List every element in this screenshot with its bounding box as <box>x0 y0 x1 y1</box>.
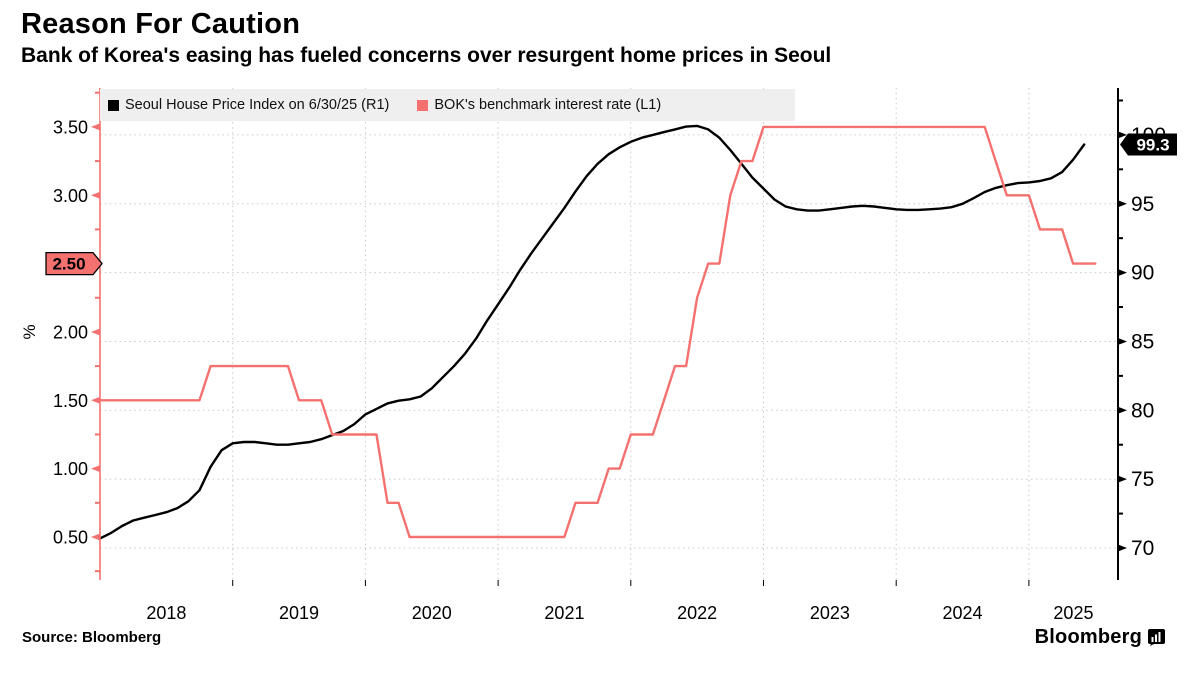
right-axis-major-tick <box>1118 131 1127 139</box>
x-axis-year-label: 2024 <box>943 603 983 623</box>
source-note: Source: Bloomberg <box>22 629 162 646</box>
bloomberg-wordmark: Bloomberg <box>1034 626 1142 648</box>
house-price-line <box>98 124 1086 540</box>
legend-label-house-price: Seoul House Price Index on 6/30/25 (R1) <box>125 97 390 113</box>
left-axis-badge <box>45 251 103 276</box>
left-axis-major-tick <box>91 191 100 199</box>
left-axis-tick-label: 2.00 <box>53 322 88 342</box>
left-axis-major-tick <box>91 465 100 473</box>
left-axis-major-tick <box>91 328 100 336</box>
right-axis-major-tick <box>1118 406 1127 414</box>
right-axis-major-tick <box>1118 475 1127 483</box>
x-axis-year-label: 2021 <box>544 603 584 623</box>
x-axis-year-label: 2020 <box>412 603 452 623</box>
page-subtitle: Bank of Korea's easing has fueled concer… <box>21 44 832 67</box>
x-axis-year-label: 2019 <box>279 603 319 623</box>
left-axis-tick-label: 0.50 <box>53 528 88 548</box>
left-axis-tick-label: 1.00 <box>53 459 88 479</box>
x-axis-year-label: 2022 <box>677 603 717 623</box>
left-axis-tick-label: 1.50 <box>53 391 88 411</box>
right-axis-major-tick <box>1118 544 1127 552</box>
right-axis-tick-label: 85 <box>1131 330 1154 353</box>
interest-rate-legend-swatch-icon <box>417 99 429 111</box>
x-axis-year-label: 2023 <box>810 603 850 623</box>
right-axis-major-tick <box>1118 269 1127 277</box>
right-axis-major-tick <box>1118 337 1127 345</box>
legend-entry-house-price: Seoul House Price Index on 6/30/25 (R1) <box>108 97 389 113</box>
left-axis-tick-label: 3.50 <box>53 117 88 137</box>
left-axis-title: % <box>20 324 39 339</box>
right-axis-badge-label: 99.3 <box>1136 136 1169 155</box>
legend-label-interest-rate: BOK's benchmark interest rate (L1) <box>434 97 662 113</box>
page-title: Reason For Caution <box>21 8 301 40</box>
right-axis-tick-label: 75 <box>1131 468 1154 491</box>
house-price-legend-swatch-icon <box>108 99 119 111</box>
right-axis-tick-label: 95 <box>1131 193 1154 216</box>
legend-entry-interest-rate: BOK's benchmark interest rate (L1) <box>417 97 661 113</box>
right-axis-badge <box>1120 133 1177 156</box>
bloomberg-chart-bubble-icon <box>1148 629 1165 646</box>
right-axis-tick-label: 80 <box>1131 399 1154 422</box>
right-axis-major-tick <box>1118 200 1127 208</box>
left-axis-major-tick <box>91 123 100 131</box>
chart-legend: Seoul House Price Index on 6/30/25 (R1) … <box>100 89 795 121</box>
left-axis-major-tick <box>91 533 100 541</box>
left-axis-badge-label: 2.50 <box>52 255 85 274</box>
right-axis-tick-label: 90 <box>1131 262 1154 285</box>
left-axis-tick-label: 3.00 <box>53 186 88 206</box>
x-axis-year-label: 2025 <box>1053 603 1093 623</box>
right-axis-tick-label: 70 <box>1131 537 1154 560</box>
interest-rate-line <box>98 125 1097 539</box>
bloomberg-logo: Bloomberg <box>1035 626 1165 649</box>
x-axis-year-label: 2018 <box>146 603 186 623</box>
left-axis-major-tick <box>91 396 100 404</box>
